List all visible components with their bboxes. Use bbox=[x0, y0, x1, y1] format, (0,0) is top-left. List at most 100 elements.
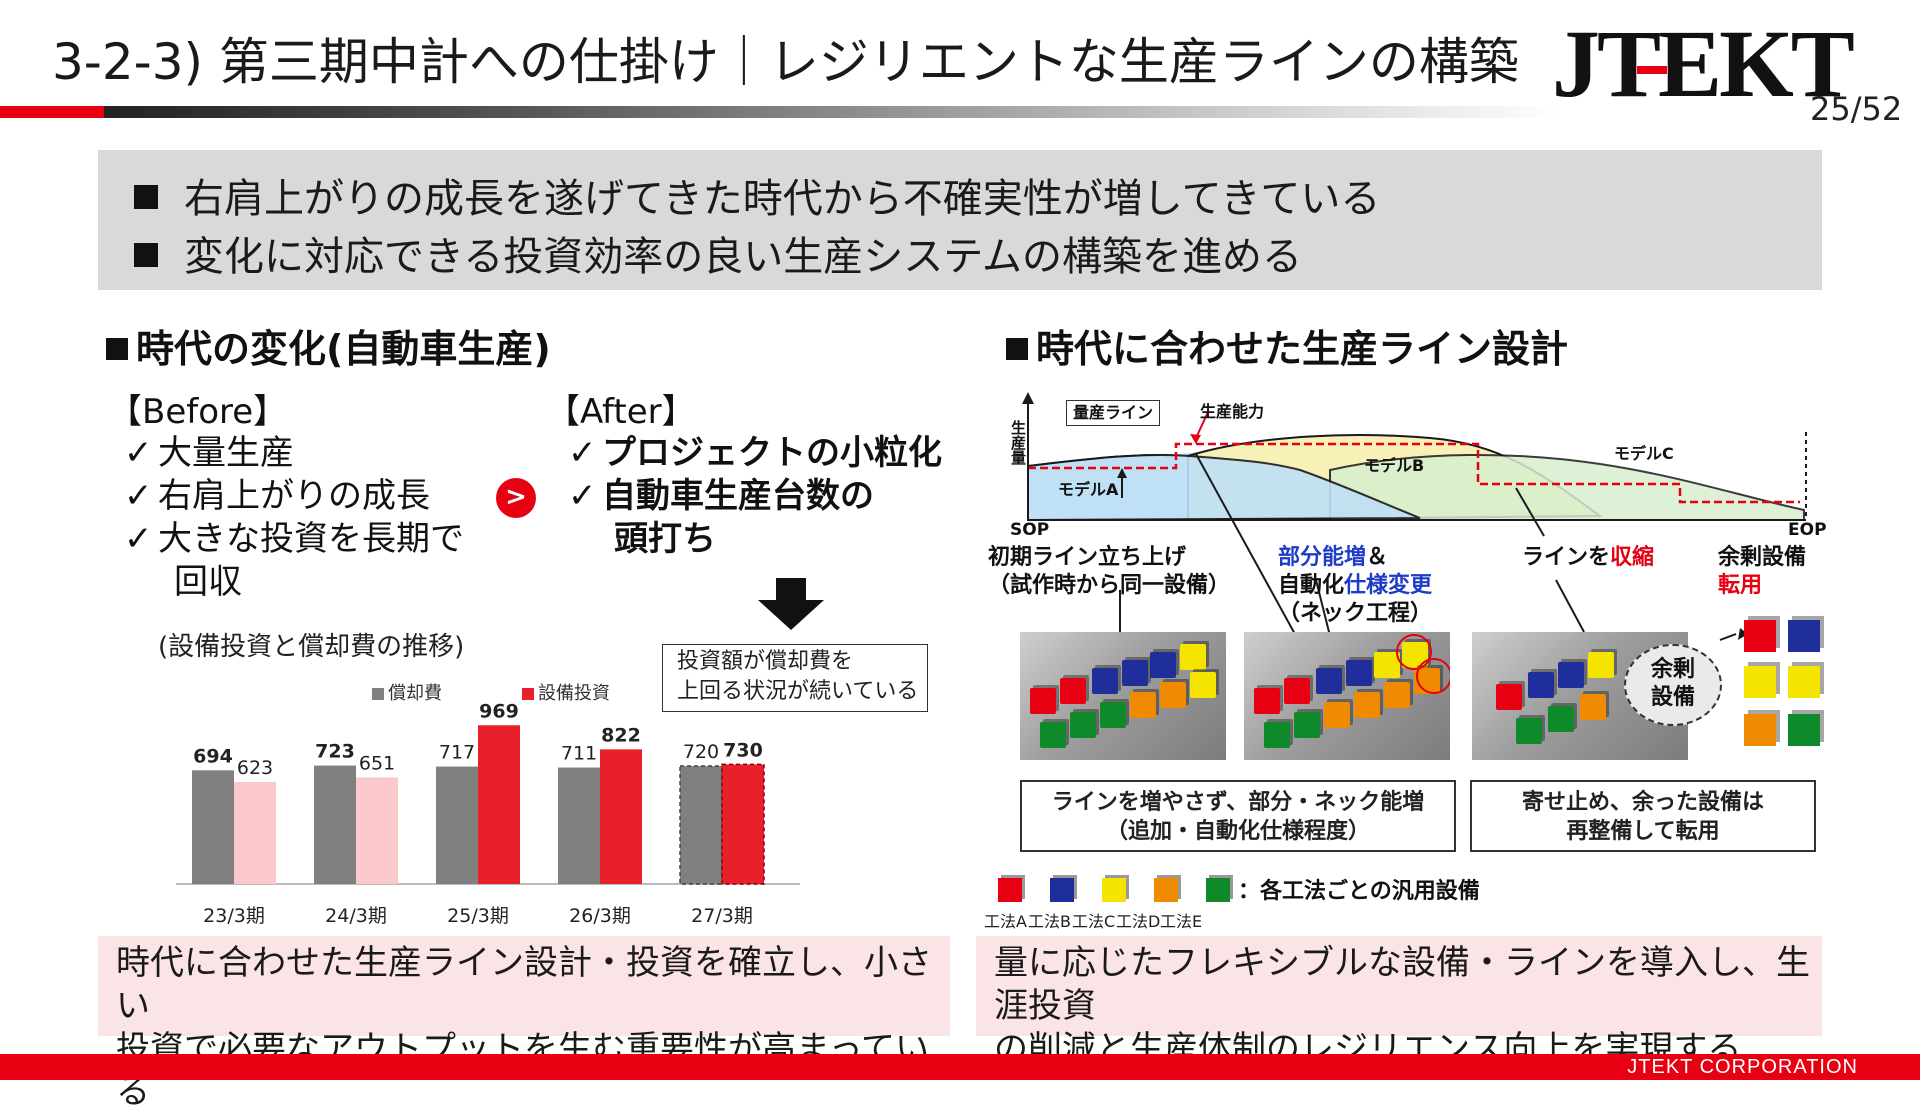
model-c-label: モデルC bbox=[1614, 444, 1674, 463]
shrink-keyword: 収縮 bbox=[1610, 545, 1655, 570]
after-list: ✓ プロジェクトの小粒化 ✓ 自動車生産台数の 頭打ち bbox=[568, 432, 942, 561]
model-a-label: モデルA bbox=[1058, 480, 1119, 499]
after-label: 【After】 bbox=[546, 392, 696, 432]
value-label-depreciation: 717 bbox=[439, 742, 475, 764]
square-bullet-icon bbox=[106, 337, 128, 360]
equipment-cube-icon bbox=[1206, 878, 1230, 902]
down-arrow-icon bbox=[758, 578, 824, 630]
square-bullet-icon bbox=[1006, 337, 1028, 360]
bar-capex bbox=[478, 725, 520, 884]
spec-change-text: 仕様変更 bbox=[1344, 573, 1433, 598]
value-label-depreciation: 711 bbox=[561, 743, 597, 765]
before-list: ✓ 大量生産 ✓ 右肩上がりの成長 ✓ 大きな投資を長期で 回収 bbox=[124, 432, 464, 604]
conclusion-line: 時代に合わせた生産ライン設計・投資を確立し、小さい bbox=[116, 943, 932, 1026]
surplus-cubes bbox=[1744, 620, 1828, 748]
equipment-legend-label: ：各工法ごとの汎用設備 bbox=[1238, 879, 1480, 904]
list-item: ✓ 右肩上がりの成長 bbox=[124, 475, 464, 518]
capacity-line bbox=[1028, 442, 1800, 504]
list-item: ✓ 自動車生産台数の bbox=[568, 475, 942, 518]
list-item-continuation: 回収 bbox=[174, 562, 242, 602]
bar-depreciation bbox=[314, 765, 356, 884]
equipment-legend-item: 工法D bbox=[1116, 912, 1161, 931]
capacity-pointer bbox=[1195, 411, 1209, 439]
left-conclusion-box: 時代に合わせた生産ライン設計・投資を確立し、小さい 投資で必要なアウトプットを生… bbox=[98, 936, 950, 1112]
value-label-depreciation: 694 bbox=[193, 745, 233, 767]
logo-accent-bar bbox=[1637, 66, 1667, 74]
bar-capex bbox=[721, 763, 765, 885]
bar-depreciation bbox=[192, 770, 234, 884]
list-item-text: 右肩上がりの成長 bbox=[158, 476, 430, 516]
square-bullet-icon bbox=[134, 185, 158, 209]
summary-bullet-text: 右肩上がりの成長を遂げてきた時代から不確実性が増してきている bbox=[184, 176, 1381, 222]
left-heading-text: 時代の変化(自動車生産) bbox=[136, 327, 551, 371]
category-label: 23/3期 bbox=[203, 905, 265, 927]
category-label: 26/3期 bbox=[569, 905, 631, 927]
partial-boost-label: 部分能増＆ 自動化仕様変更 （ネック工程） bbox=[1278, 544, 1432, 628]
model-c-area bbox=[1329, 453, 1805, 521]
y-axis-label: 生産量 bbox=[1009, 420, 1027, 465]
y-axis-arrow-icon bbox=[1022, 392, 1034, 404]
note-line: 寄せ止め、余った設備は bbox=[1521, 790, 1764, 815]
page-title: 3-2-3) 第三期中計への仕掛け｜レジリエントな生産ラインの構築 bbox=[52, 33, 1519, 91]
partial-boost-text: 部分能増 bbox=[1278, 545, 1367, 570]
right-section-heading: 時代に合わせた生産ライン設計 bbox=[1006, 318, 1568, 373]
value-label-capex: 730 bbox=[723, 739, 763, 761]
surplus-bubble-line: 設備 bbox=[1650, 685, 1695, 710]
partial-line-2: 自動化仕様変更 bbox=[1278, 572, 1432, 600]
left-section-heading: 時代の変化(自動車生産) bbox=[106, 318, 551, 373]
value-label-depreciation: 720 bbox=[683, 741, 719, 763]
capacity-label: 生産能力 bbox=[1200, 402, 1265, 421]
legend-swatch bbox=[372, 688, 384, 700]
equipment-legend-item: 工法C bbox=[1072, 912, 1116, 931]
legend-label: 設備投資 bbox=[538, 683, 610, 704]
check-icon: ✓ bbox=[124, 519, 153, 559]
automation-text: 自動化 bbox=[1278, 573, 1345, 598]
footer-bar: JTEKT CORPORATION bbox=[0, 1054, 1920, 1080]
list-item-text: プロジェクトの小粒化 bbox=[602, 433, 942, 473]
conclusion-line: 量に応じたフレキシブルな設備・ラインを導入し、生涯投資 bbox=[994, 943, 1810, 1026]
line-shrink-label: ラインを収縮 bbox=[1522, 544, 1654, 572]
list-item: ✓ 大量生産 bbox=[124, 432, 464, 475]
summary-box: 右肩上がりの成長を遂げてきた時代から不確実性が増してきている 変化に対応できる投… bbox=[98, 150, 1822, 290]
list-item-text: 大量生産 bbox=[158, 433, 294, 473]
repurpose-text: 転用 bbox=[1718, 573, 1763, 598]
model-b-label: モデルB bbox=[1364, 456, 1425, 475]
list-item: ✓ プロジェクトの小粒化 bbox=[568, 432, 942, 475]
note-line: （追加・自動化仕様程度） bbox=[1105, 819, 1370, 844]
before-label: 【Before】 bbox=[108, 392, 288, 432]
right-conclusion-box: 量に応じたフレキシブルな設備・ラインを導入し、生涯投資 の削減と生産体制のレジリ… bbox=[976, 936, 1822, 1069]
note-line: 再整備して転用 bbox=[1566, 819, 1720, 844]
category-label: 27/3期 bbox=[691, 905, 753, 927]
summary-bullet: 右肩上がりの成長を遂げてきた時代から不確実性が増してきている bbox=[134, 166, 1380, 224]
initial-line-photo bbox=[1020, 632, 1226, 760]
list-item-text: 自動車生産台数の bbox=[602, 476, 874, 516]
callout-line: 上回る状況が続いている bbox=[677, 679, 919, 704]
legend-swatch bbox=[522, 688, 534, 700]
note-line: ラインを増やさず、部分・ネック能増 bbox=[1051, 790, 1425, 815]
chevron-right-icon: > bbox=[496, 478, 536, 518]
production-volume-graph bbox=[1022, 392, 1807, 522]
category-label: 24/3期 bbox=[325, 905, 387, 927]
connector-lines bbox=[1119, 453, 1748, 641]
bar-depreciation bbox=[436, 766, 478, 884]
equipment-cube-icon bbox=[998, 878, 1022, 902]
page-number: 25/52 bbox=[1810, 90, 1903, 128]
equipment-cube-icon bbox=[1154, 878, 1178, 902]
list-item-text: 大きな投資を長期で bbox=[158, 519, 464, 559]
equipment-legend-item: 工法B bbox=[1028, 912, 1071, 931]
equipment-legend-item: 工法E bbox=[1160, 912, 1203, 931]
title-divider bbox=[0, 106, 1560, 118]
check-icon: ✓ bbox=[124, 476, 153, 516]
no-new-line-note: ラインを増やさず、部分・ネック能増 （追加・自動化仕様程度） bbox=[1020, 780, 1456, 852]
surplus-equipment-label: 余剰設備 転用 bbox=[1718, 544, 1806, 600]
partial-boost-photo bbox=[1244, 632, 1450, 760]
equipment-legend: 工法A 工法B 工法C 工法D 工法E bbox=[984, 876, 1244, 931]
footer-company: JTEKT CORPORATION bbox=[1627, 1056, 1858, 1078]
value-label-capex: 969 bbox=[479, 700, 519, 722]
initial-line-title: 初期ライン立ち上げ bbox=[988, 545, 1187, 570]
equipment-legend-item: 工法A bbox=[984, 912, 1027, 931]
check-icon: ✓ bbox=[568, 476, 597, 516]
equipment-cube-icon bbox=[1102, 878, 1126, 902]
bar-capex bbox=[234, 781, 276, 884]
